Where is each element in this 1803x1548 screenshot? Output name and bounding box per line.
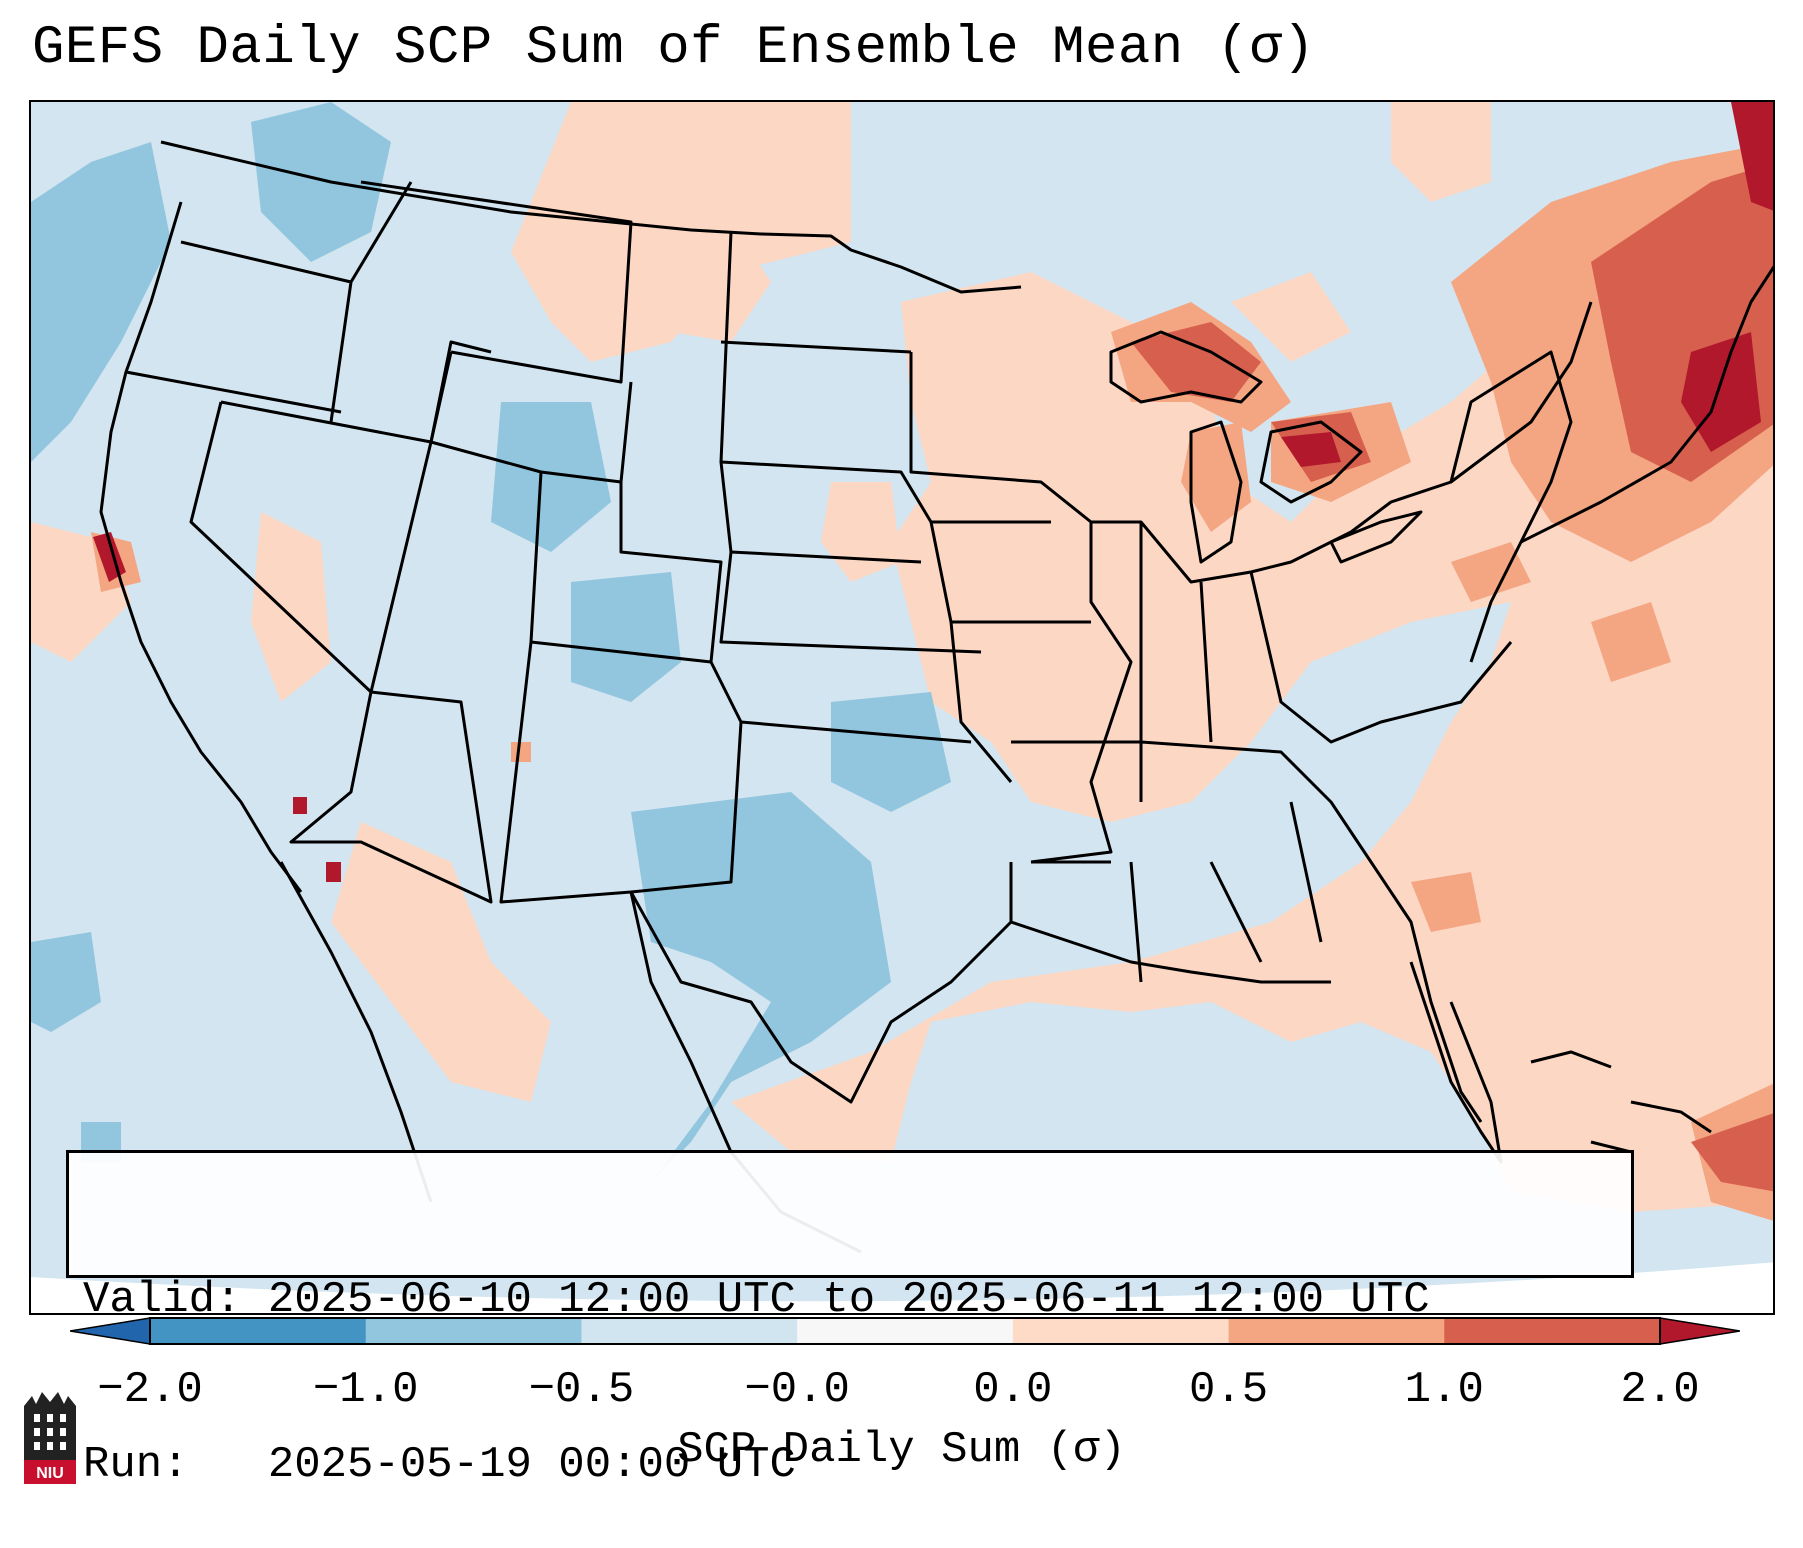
colorbar	[70, 1317, 1740, 1345]
scp-anomaly-map	[31, 102, 1773, 1313]
valid-line: Valid: 2025-06-10 12:00 UTC to 2025-06-1…	[83, 1273, 1617, 1328]
colorbar-extend-high	[1659, 1317, 1740, 1345]
run-line: Run: 2025-05-19 00:00 UTC	[83, 1438, 1617, 1493]
run-value: 2025-05-19 00:00 UTC	[267, 1440, 796, 1490]
run-label: Run:	[83, 1440, 189, 1490]
colorbar-segment	[150, 1318, 367, 1344]
colorbar-segment	[581, 1318, 798, 1344]
colorbar-segment	[797, 1318, 1014, 1344]
political-borders	[99, 140, 1773, 1254]
colorbar-tick-label: 0.0	[973, 1365, 1053, 1415]
colorbar-segment	[1012, 1318, 1230, 1344]
colorbar-outline	[149, 1317, 1661, 1345]
colorbar-tick-label: 2.0	[1620, 1365, 1700, 1415]
colorbar-segment	[365, 1318, 582, 1344]
valid-value: 2025-06-10 12:00 UTC to 2025-06-11 12:00…	[267, 1275, 1430, 1325]
map-title: GEFS Daily SCP Sum of Ensemble Mean (σ)	[32, 18, 1316, 79]
colorbar-segment	[1444, 1318, 1661, 1344]
niu-logo-icon: NIU	[24, 1392, 76, 1484]
colorbar-tick-label: −2.0	[97, 1365, 203, 1415]
svg-text:NIU: NIU	[36, 1465, 64, 1482]
colorbar-segment	[1228, 1318, 1445, 1344]
colorbar-tick-label: 1.0	[1404, 1365, 1484, 1415]
colorbar-extend-low	[70, 1317, 151, 1345]
colorbar-segments	[150, 1318, 1661, 1344]
colorbar-label: SCP Daily Sum (σ)	[677, 1425, 1126, 1475]
colorbar-tick-label: −0.0	[744, 1365, 850, 1415]
colorbar-tick-label: 0.5	[1188, 1365, 1269, 1415]
colorbar-tick-label: −1.0	[312, 1365, 419, 1415]
projection-edge	[31, 1262, 1773, 1313]
valid-label: Valid:	[83, 1275, 242, 1325]
valid-time-box: Valid: 2025-06-10 12:00 UTC to 2025-06-1…	[66, 1150, 1634, 1490]
extreme-positive-regions	[93, 102, 1773, 882]
colorbar-tick-label: −0.5	[528, 1365, 635, 1415]
map-panel	[29, 100, 1775, 1315]
